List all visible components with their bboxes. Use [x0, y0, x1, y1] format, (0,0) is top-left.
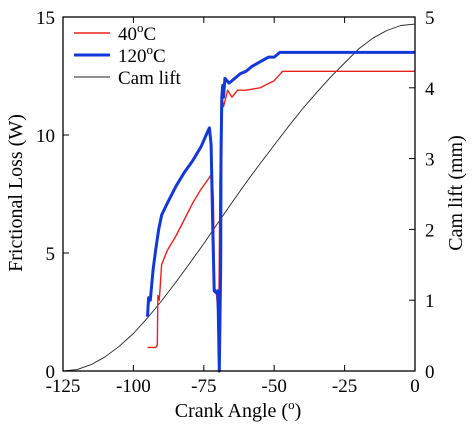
series-line-0 [147, 70, 415, 349]
y-right-tick-label: 1 [425, 291, 435, 312]
y-left-tick-label: 0 [46, 362, 56, 383]
x-tick-label: -125 [46, 376, 81, 397]
series-line-1 [146, 50, 415, 373]
legend-label: Cam lift [118, 68, 182, 89]
y-axis-left-title: Frictional Loss (W) [5, 114, 27, 272]
legend: 40oC 120oC Cam lift [74, 20, 182, 89]
x-tick-label: -25 [332, 376, 357, 397]
legend-label: 120oC [118, 42, 166, 67]
y-axis-right-title: Cam lift (mm) [445, 135, 467, 251]
y-left-tick-label: 15 [36, 8, 55, 29]
x-tick-label: 0 [410, 376, 420, 397]
y-right-tick-label: 2 [425, 220, 435, 241]
x-tick-label: -50 [262, 376, 287, 397]
y-right-tick-label: 4 [425, 79, 435, 100]
x-tick-label: -75 [191, 376, 216, 397]
y-left-tick-label: 10 [36, 126, 55, 147]
legend-entry-cam-lift: Cam lift [74, 68, 182, 89]
x-axis-title: Crank Angle (o) [175, 397, 301, 422]
legend-entry-120c: 120oC [74, 42, 166, 67]
y-right-tick-label: 3 [425, 150, 435, 171]
y-left-tick-label: 5 [46, 244, 56, 265]
series-layer [62, 23, 416, 373]
y-right-tick-label: 0 [425, 362, 435, 383]
x-tick-label: -100 [116, 376, 151, 397]
plot-frame [62, 16, 416, 372]
legend-entry-40c: 40oC [74, 20, 156, 45]
legend-label: 40oC [118, 20, 156, 45]
y-right-tick-label: 5 [425, 8, 435, 29]
